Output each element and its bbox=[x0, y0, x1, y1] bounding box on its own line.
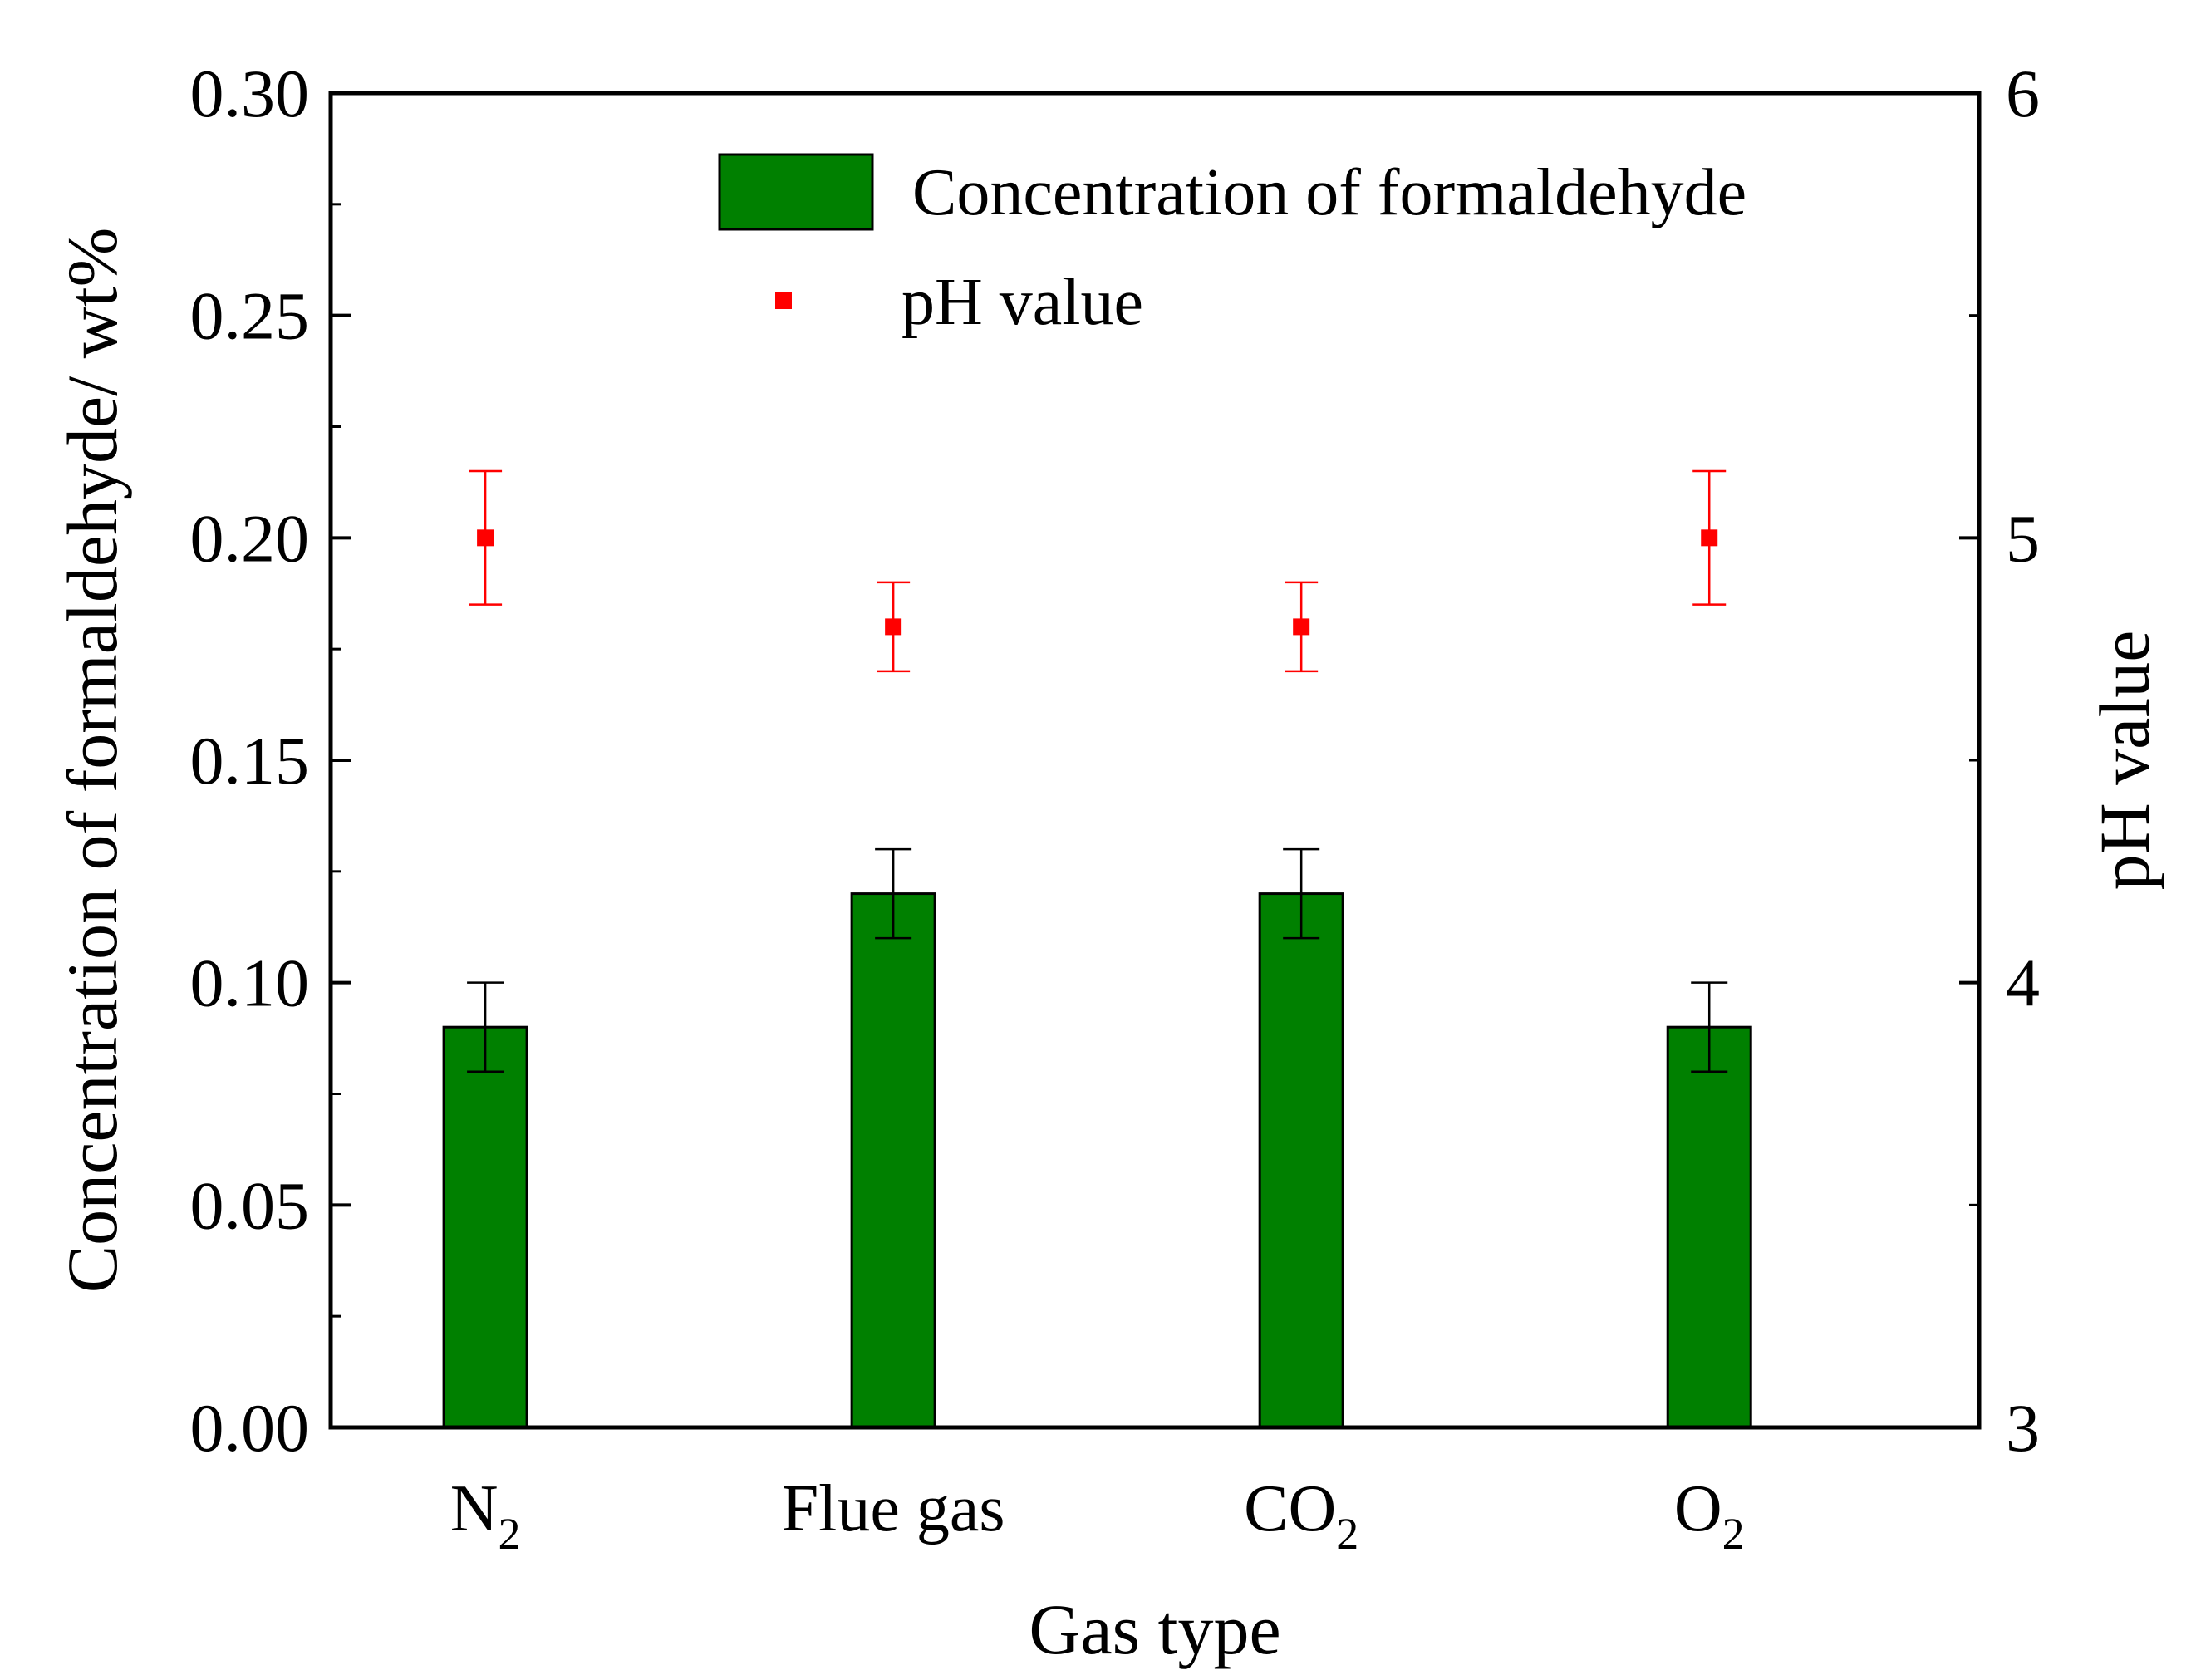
bar-2 bbox=[850, 892, 936, 1429]
axis-ticks-layer: 0.00 0.05 0.10 0.15 0.20 0.25 0.30 3 4 5 6 bbox=[190, 56, 2041, 1466]
legend: Concentration of formaldehyde pH value bbox=[718, 153, 1746, 339]
y-axis-title: Concentration of formaldehyde/ wt% bbox=[52, 228, 132, 1293]
bar-1 bbox=[442, 1025, 528, 1429]
ph-point-4 bbox=[1701, 529, 1718, 547]
x-category-subscript-4: 2 bbox=[1722, 1509, 1745, 1559]
y-tick-label-4: 0.15 bbox=[190, 723, 310, 798]
x-category-label-4: O2 bbox=[1674, 1472, 1745, 1559]
x-category-base-1: N bbox=[450, 1472, 499, 1545]
legend-ph-label: pH value bbox=[901, 266, 1143, 339]
ph-point-1 bbox=[477, 529, 494, 547]
x-category-label-3: CO2 bbox=[1244, 1472, 1358, 1559]
bar-error-bar-3 bbox=[1283, 847, 1320, 940]
x-category-subscript-3: 2 bbox=[1336, 1509, 1358, 1559]
bar-error-bar-4 bbox=[1691, 981, 1728, 1073]
x-category-subscript-1: 2 bbox=[498, 1509, 520, 1559]
bar-4 bbox=[1666, 1025, 1752, 1429]
x-category-label-1: N2 bbox=[450, 1472, 521, 1559]
y2-axis-title: pH value bbox=[2085, 631, 2164, 891]
ph-point-2 bbox=[885, 618, 902, 636]
y2-tick-label-1: 3 bbox=[2006, 1390, 2040, 1466]
bar-error-bar-2 bbox=[875, 847, 912, 940]
y2-tick-label-2: 4 bbox=[2006, 946, 2040, 1021]
bar-error-bar-1 bbox=[467, 981, 504, 1073]
y-tick-label-5: 0.20 bbox=[190, 500, 310, 576]
y2-tick-label-4: 6 bbox=[2006, 56, 2040, 131]
y-tick-label-6: 0.25 bbox=[190, 278, 310, 354]
ph-points-layer bbox=[469, 469, 1727, 673]
x-category-base-4: O bbox=[1674, 1472, 1722, 1545]
x-category-base-3: CO bbox=[1244, 1472, 1336, 1545]
x-category-label-2: Flue gas bbox=[782, 1472, 1005, 1545]
legend-ph-swatch bbox=[775, 292, 792, 309]
x-category-base-2: Flue gas bbox=[782, 1472, 1005, 1545]
legend-bar-label: Concentration of formaldehyde bbox=[912, 156, 1746, 229]
bar-3 bbox=[1258, 892, 1344, 1429]
y2-tick-label-3: 5 bbox=[2006, 500, 2040, 576]
bar-error-bars-layer bbox=[467, 847, 1728, 1073]
y-tick-label-7: 0.30 bbox=[190, 56, 310, 131]
y-tick-label-3: 0.10 bbox=[190, 946, 310, 1021]
y-tick-label-2: 0.05 bbox=[190, 1167, 310, 1243]
y-tick-label-1: 0.00 bbox=[190, 1390, 310, 1466]
x-category-labels: N2 Flue gas CO2 O2 bbox=[450, 1472, 1745, 1559]
legend-bar-swatch bbox=[718, 153, 874, 231]
x-axis-title: Gas type bbox=[1029, 1589, 1280, 1669]
ph-point-3 bbox=[1293, 618, 1310, 636]
bars-layer bbox=[442, 892, 1752, 1429]
